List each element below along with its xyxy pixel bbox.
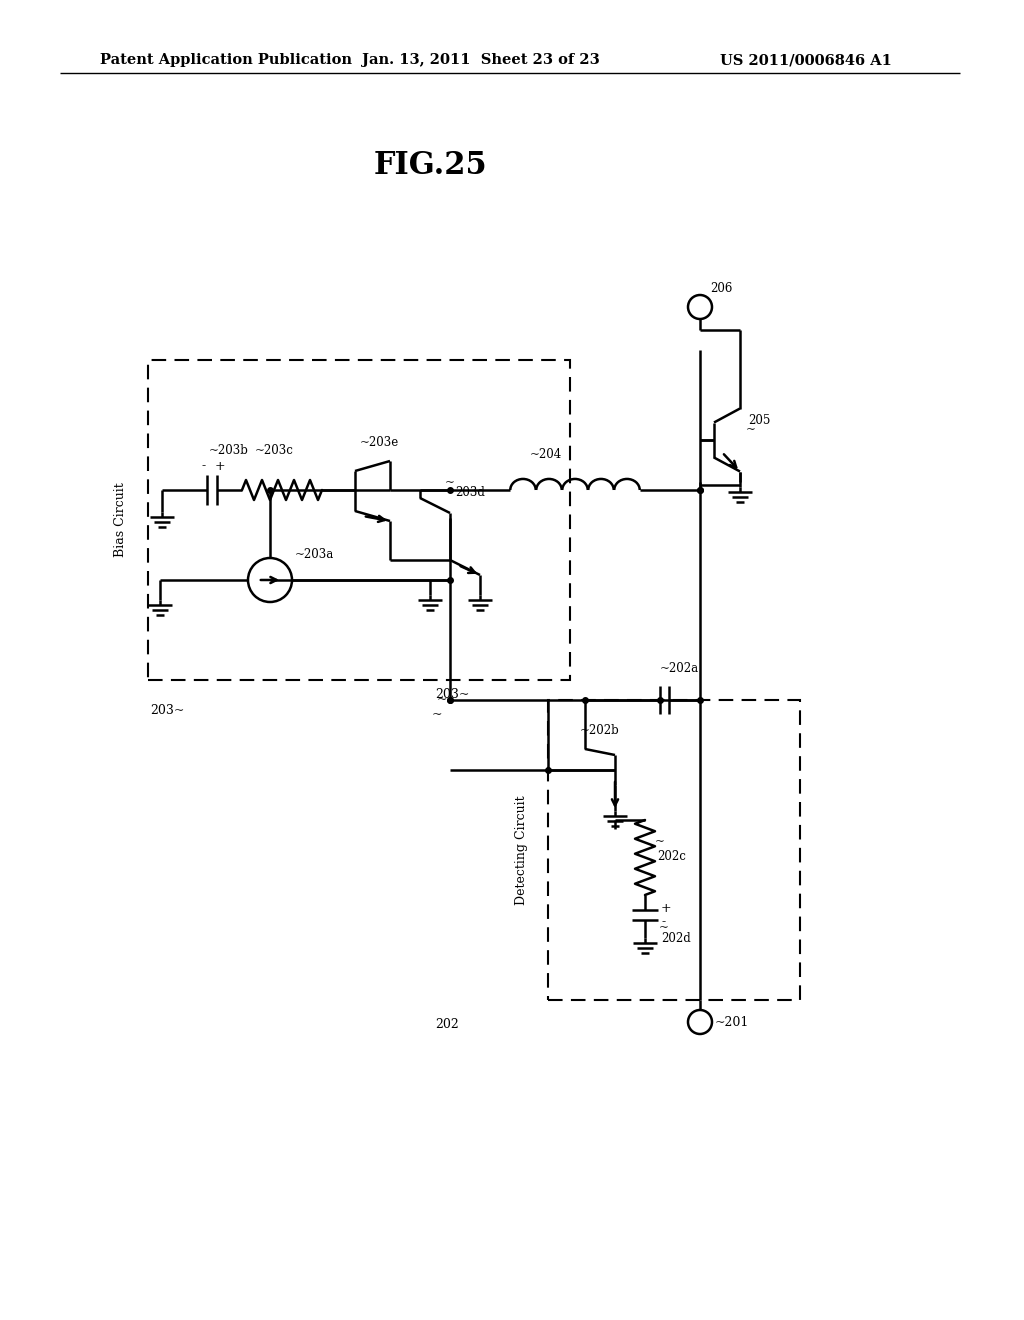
Text: Patent Application Publication: Patent Application Publication [100, 53, 352, 67]
Bar [148, 360, 570, 680]
Text: ~: ~ [746, 424, 756, 437]
Text: ~: ~ [437, 693, 447, 706]
Text: ~: ~ [659, 921, 669, 935]
Text: 203~: 203~ [435, 689, 469, 701]
Text: Detecting Circuit: Detecting Circuit [515, 795, 528, 904]
Text: ~202b: ~202b [580, 725, 620, 738]
Text: ~203a: ~203a [295, 549, 334, 561]
Text: +: + [215, 459, 225, 473]
Text: +: + [662, 902, 672, 915]
Text: 203~: 203~ [150, 704, 184, 717]
Text: -: - [662, 916, 666, 928]
Text: ~202a: ~202a [660, 661, 699, 675]
Text: ~204: ~204 [530, 449, 562, 462]
Text: 202: 202 [435, 1019, 459, 1031]
Text: ~203e: ~203e [360, 437, 399, 450]
Text: ~: ~ [432, 709, 442, 722]
Text: Bias Circuit: Bias Circuit [114, 483, 127, 557]
Text: ~203c: ~203c [255, 444, 294, 457]
Text: ~203b: ~203b [209, 444, 249, 457]
Text: 202c: 202c [657, 850, 686, 863]
Text: FIG.25: FIG.25 [373, 149, 486, 181]
Text: ~: ~ [445, 477, 455, 490]
Text: 205: 205 [748, 413, 770, 426]
Text: ~201: ~201 [715, 1015, 750, 1028]
Bar [548, 700, 800, 1001]
Text: US 2011/0006846 A1: US 2011/0006846 A1 [720, 53, 892, 67]
Text: 202d: 202d [662, 932, 691, 945]
Text: 203d: 203d [455, 487, 485, 499]
Text: 206: 206 [710, 282, 732, 296]
Text: ~: ~ [655, 836, 665, 849]
Text: Jan. 13, 2011  Sheet 23 of 23: Jan. 13, 2011 Sheet 23 of 23 [362, 53, 600, 67]
Text: -: - [202, 459, 206, 473]
